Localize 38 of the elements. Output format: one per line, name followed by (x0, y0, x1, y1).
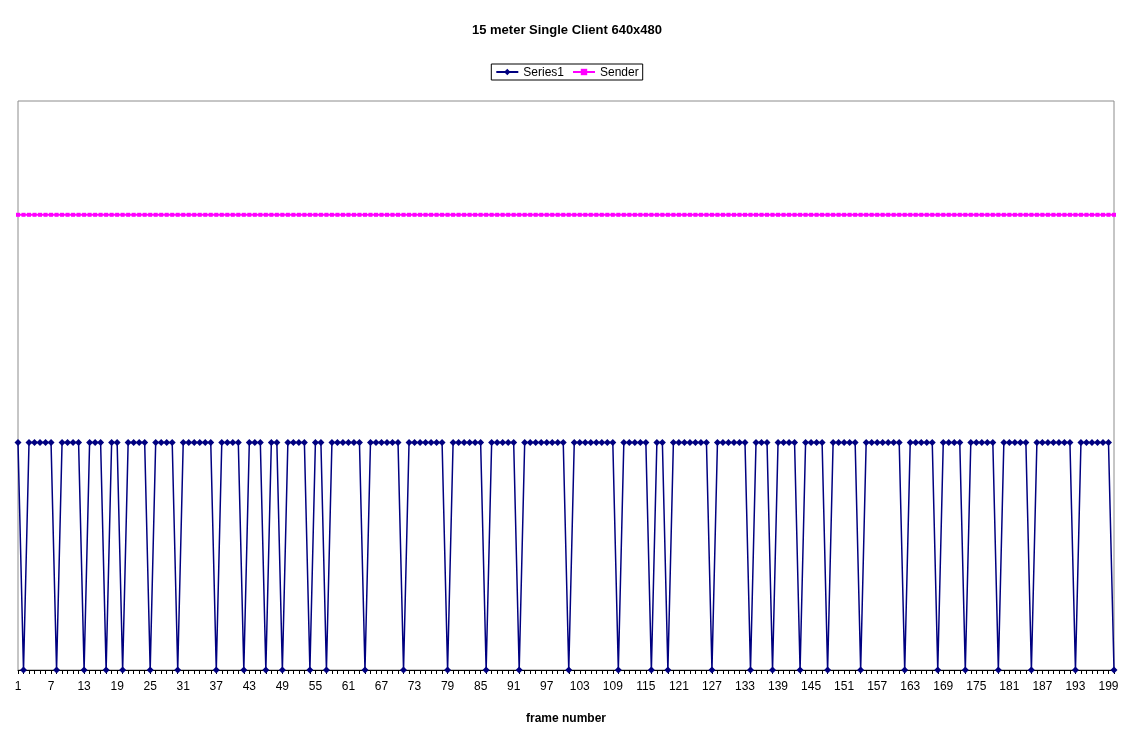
x-tick-label: 1 (14, 679, 22, 693)
x-tick-label: 31 (176, 679, 191, 693)
x-tick-label: 49 (275, 679, 290, 693)
x-tick-label: 127 (701, 679, 723, 693)
x-tick-label: 163 (900, 679, 921, 693)
x-tick-label: 103 (569, 679, 591, 693)
x-tick-label: 37 (209, 679, 224, 693)
x-tick-label: 13 (77, 679, 92, 693)
x-tick-label: 73 (407, 679, 422, 693)
x-tick-label: 121 (668, 679, 690, 693)
x-tick-label: 67 (374, 679, 389, 693)
x-tick-label: 61 (341, 679, 356, 693)
x-tick-label: 85 (473, 679, 488, 693)
x-tick-label: 7 (47, 679, 55, 693)
x-tick-label: 181 (999, 679, 1020, 693)
legend-label: Sender (600, 65, 639, 79)
x-tick-label: 175 (966, 679, 987, 693)
x-tick-label: 199 (1098, 679, 1119, 693)
x-tick-label: 79 (440, 679, 455, 693)
chart-title: 15 meter Single Client 640x480 (471, 22, 663, 37)
x-tick-label: 187 (1032, 679, 1053, 693)
x-tick-label: 19 (110, 679, 125, 693)
x-tick-label: 91 (507, 679, 521, 693)
x-tick-label: 145 (801, 679, 822, 693)
x-tick-label: 151 (834, 679, 855, 693)
x-tick-label: 157 (867, 679, 888, 693)
x-tick-label: 55 (308, 679, 323, 693)
x-tick-label: 169 (933, 679, 954, 693)
x-tick-label: 139 (768, 679, 789, 693)
legend-label: Series1 (523, 65, 565, 79)
x-tick-label: 193 (1065, 679, 1086, 693)
x-axis-title: frame number (525, 711, 607, 725)
x-tick-label: 25 (143, 679, 158, 693)
x-tick-label: 115 (636, 679, 656, 693)
x-tick-label: 43 (242, 679, 257, 693)
x-tick-label: 109 (602, 679, 624, 693)
x-tick-label: 97 (540, 679, 554, 693)
x-tick-label: 133 (734, 679, 756, 693)
